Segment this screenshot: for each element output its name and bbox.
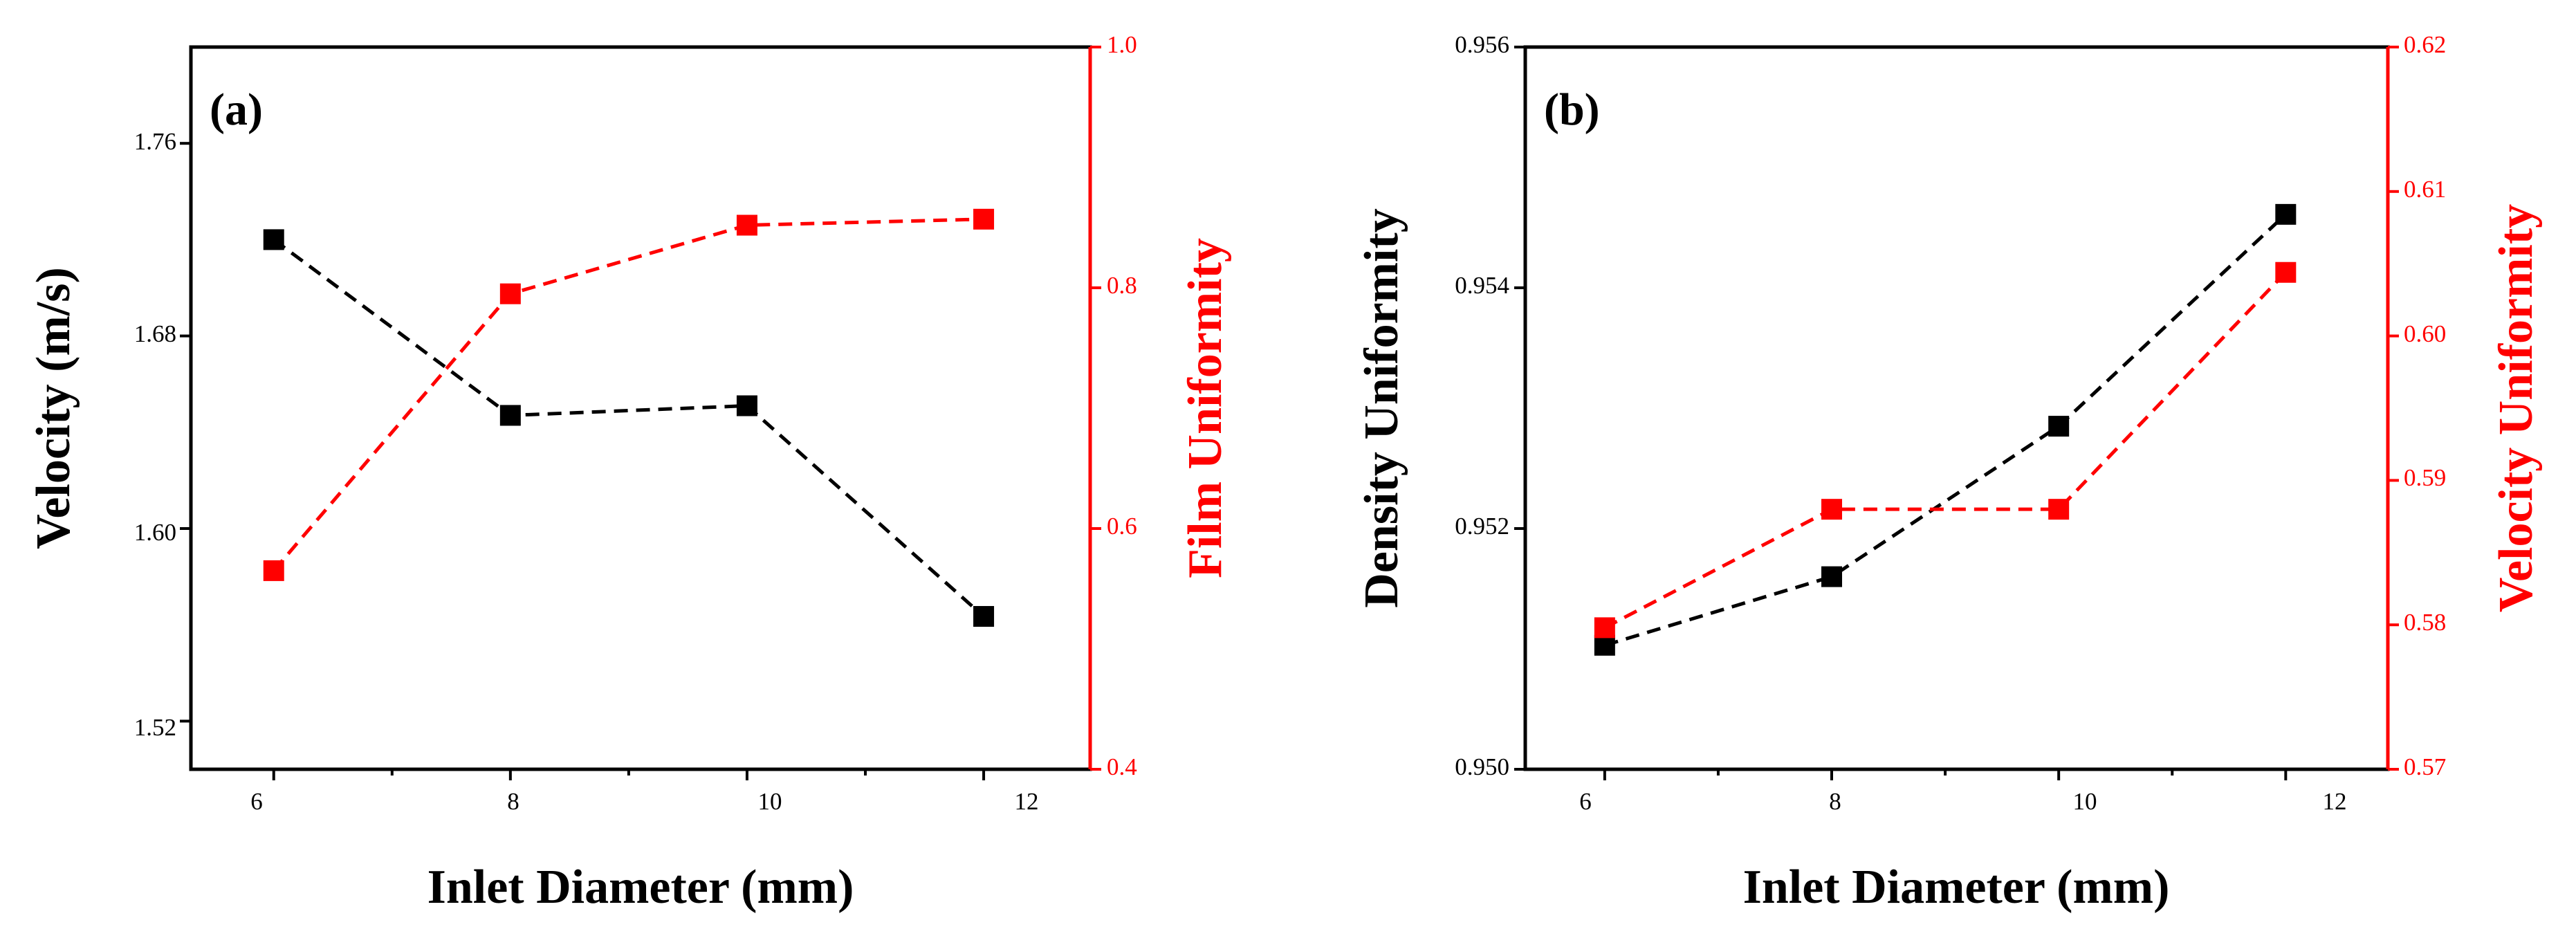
panel-b-y2-axis-title: Velocity Uniformity (2490, 204, 2543, 612)
panel-a-y-tick-label: 1.68 (134, 320, 176, 347)
panel-b-y-tick-label: 0.950 (1455, 753, 1509, 780)
panel-b-density-uniformity-point (1594, 634, 1615, 656)
panel-b-y-tick-label: 0.956 (1455, 31, 1509, 58)
panel-a-y2-tick-label: 0.8 (1107, 272, 1137, 299)
panel-a-film-uniformity-point (499, 283, 521, 304)
panel-a: 6 8 10 12 1.52 1.60 1.68 1.76 0.4 0.6 0.… (27, 31, 1232, 914)
panel-a-film-uniformity-point (973, 208, 995, 230)
panel-b-y2-tick-label: 0.61 (2404, 176, 2446, 203)
panel-a-plot-frame (189, 45, 1092, 771)
panel-b-velocity-uniformity-point (1594, 617, 1615, 639)
panel-b-y2-tick-label: 0.58 (2404, 609, 2446, 636)
panel-b-velocity-uniformity-point (2048, 499, 2070, 520)
panel-b-density-uniformity-point (2048, 416, 2070, 437)
panel-b-y-tick-label: 0.952 (1455, 513, 1509, 540)
panel-a-velocity-line (273, 238, 985, 618)
panel-b-x-axis-title: Inlet Diameter (mm) (1743, 861, 2170, 914)
panel-a-y-axis-title: Velocity (m/s) (27, 267, 80, 549)
panel-b-y2-tick-label: 0.57 (2404, 753, 2446, 780)
panel-a-velocity-point (736, 395, 757, 416)
panel-b-y-tick-label: 0.954 (1455, 272, 1509, 299)
panel-b-density-uniformity-line (1604, 213, 2288, 648)
panel-b-y2-tick-label: 0.60 (2404, 320, 2446, 347)
panel-a-y-tick-label: 1.76 (134, 128, 176, 155)
panel-b-density-uniformity-point (2275, 203, 2297, 225)
panel-a-series (263, 208, 995, 627)
panel-a-x-tick-label: 12 (1015, 788, 1039, 815)
panel-b-velocity-uniformity-point (2275, 261, 2297, 283)
panel-b-density-uniformity-point (1821, 566, 1843, 587)
panel-a-x-axis-title: Inlet Diameter (mm) (427, 861, 854, 914)
panel-b-series (1594, 203, 2297, 656)
panel-a-y2-axis-title: Film Uniformity (1179, 238, 1232, 578)
panel-a-film-uniformity-point (263, 560, 284, 581)
panel-b-plot-frame (1523, 45, 2390, 771)
panel-a-velocity-point (973, 606, 995, 627)
panel-b-velocity-uniformity-line (1603, 270, 2288, 630)
panel-b-y-axis-title: Density Uniformity (1355, 208, 1408, 607)
panel-a-y2-tick-label: 0.6 (1107, 513, 1137, 540)
panel-b-ticks (1514, 46, 2399, 780)
panel-b: 6 8 10 12 0.950 0.952 0.954 0.956 0.57 0… (1355, 31, 2543, 914)
panel-b-x-tick-label: 10 (2073, 788, 2097, 815)
panel-a-film-uniformity-point (736, 214, 757, 236)
panel-b-label: (b) (1544, 84, 1600, 135)
panel-a-x-tick-label: 8 (507, 788, 519, 815)
panel-a-x-tick-label: 10 (758, 788, 782, 815)
panel-a-y2-tick-label: 0.4 (1107, 753, 1137, 780)
panel-b-x-tick-label: 12 (2323, 788, 2347, 815)
panel-a-x-tick-label: 6 (250, 788, 263, 815)
panel-b-y2-tick-label: 0.62 (2404, 31, 2446, 58)
panel-a-label: (a) (210, 84, 263, 135)
panel-a-y2-tick-label: 1.0 (1107, 31, 1137, 58)
panel-b-velocity-uniformity-point (1821, 499, 1843, 520)
panel-b-x-tick-label: 8 (1829, 788, 1841, 815)
panel-a-film-uniformity-line (272, 217, 984, 572)
panel-a-y-tick-label: 1.52 (134, 714, 176, 741)
panel-a-ticks (180, 46, 1101, 780)
panel-b-y2-tick-label: 0.59 (2404, 464, 2446, 491)
panel-b-x-tick-label: 6 (1579, 788, 1592, 815)
panel-a-y-tick-label: 1.60 (134, 519, 176, 546)
panel-a-velocity-point (263, 229, 284, 250)
panel-a-velocity-point (499, 405, 521, 426)
